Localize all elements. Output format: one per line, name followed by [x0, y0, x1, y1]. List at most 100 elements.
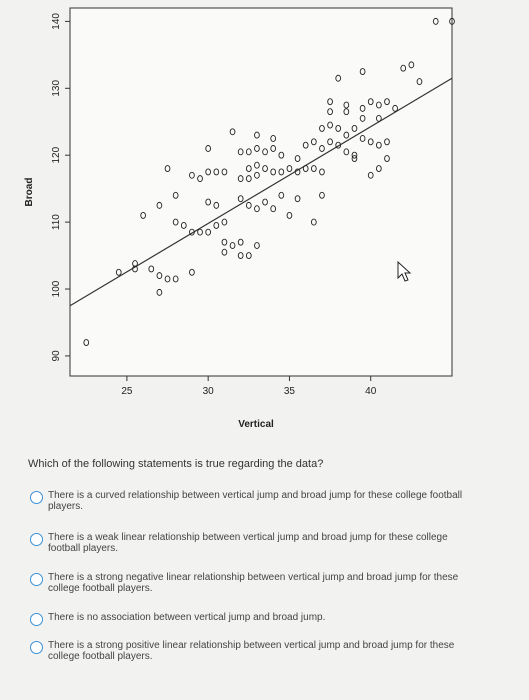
data-point — [384, 138, 390, 146]
data-point — [197, 228, 203, 236]
data-point — [294, 155, 301, 162]
x-tick-label: 25 — [121, 386, 133, 397]
data-point — [254, 161, 260, 169]
radio-button[interactable] — [30, 613, 43, 626]
radio-button[interactable] — [30, 533, 43, 546]
option-label: There is a strong negative linear relati… — [48, 572, 459, 594]
data-point — [319, 191, 325, 199]
data-point — [294, 195, 301, 203]
data-point — [335, 124, 342, 132]
y-axis-title: Broad — [24, 178, 35, 207]
data-point — [278, 151, 285, 159]
mouse-pointer-icon — [397, 260, 412, 282]
data-point — [156, 288, 163, 296]
data-point — [327, 98, 333, 106]
data-point — [319, 168, 325, 176]
data-point — [286, 165, 293, 173]
data-point — [376, 101, 382, 109]
data-point — [172, 191, 179, 199]
option-weak-linear[interactable]: There is a weak linear relationship betw… — [30, 532, 470, 554]
data-point — [237, 175, 244, 183]
data-point — [213, 168, 220, 176]
option-label: There is a curved relationship between v… — [48, 490, 463, 512]
data-point — [310, 138, 317, 146]
data-point — [335, 74, 342, 82]
data-point — [205, 228, 212, 236]
option-label: There is a weak linear relationship betw… — [48, 532, 448, 554]
data-point — [189, 228, 195, 236]
x-tick-label: 40 — [365, 386, 377, 397]
regression-line — [69, 77, 453, 307]
data-point — [384, 155, 390, 162]
data-point — [245, 252, 252, 260]
data-point — [221, 238, 228, 246]
data-point — [205, 198, 212, 206]
x-tick-label: 35 — [284, 386, 296, 397]
radio-button[interactable] — [30, 641, 43, 654]
data-point — [140, 211, 146, 219]
y-tick-label: 110 — [51, 214, 62, 230]
data-point — [343, 131, 350, 139]
data-point — [148, 265, 155, 273]
data-point — [367, 138, 374, 146]
data-point — [221, 248, 228, 256]
data-point — [270, 145, 277, 152]
option-no-association[interactable]: There is no association between vertical… — [30, 612, 470, 626]
data-point — [270, 168, 277, 176]
y-tick-label: 130 — [51, 80, 62, 97]
data-point — [254, 171, 260, 179]
data-point — [270, 135, 277, 142]
data-point — [197, 175, 203, 183]
data-point — [156, 201, 163, 209]
x-axis-title: Vertical — [238, 419, 274, 430]
data-point — [319, 124, 325, 132]
scatter-chart: 25 30 35 40 90 100 110 120 130 140 Vertical Broad — [24, 7, 455, 430]
data-point — [343, 108, 350, 116]
data-point — [335, 141, 342, 149]
data-point — [237, 238, 244, 246]
data-point — [189, 268, 195, 276]
data-point — [351, 124, 358, 132]
option-strong-positive[interactable]: There is a strong positive linear relati… — [30, 640, 470, 662]
data-point — [432, 17, 439, 25]
data-point — [237, 195, 244, 203]
option-label: There is a strong positive linear relati… — [48, 640, 455, 662]
radio-button[interactable] — [30, 573, 43, 586]
data-point — [221, 218, 228, 226]
data-point — [408, 61, 415, 69]
data-point — [270, 205, 277, 213]
data-point — [132, 260, 138, 268]
data-point — [245, 165, 252, 173]
data-point — [392, 104, 398, 112]
data-point — [164, 275, 171, 283]
data-point — [254, 131, 260, 139]
option-strong-negative[interactable]: There is a strong negative linear relati… — [30, 572, 470, 594]
data-point — [376, 141, 382, 149]
data-point — [262, 165, 268, 173]
data-point — [278, 191, 285, 199]
data-point — [376, 114, 382, 122]
data-point — [343, 101, 350, 109]
option-curved[interactable]: There is a curved relationship between v… — [30, 490, 470, 512]
y-tick-label: 140 — [51, 13, 62, 30]
data-point — [359, 114, 366, 122]
data-point — [351, 155, 358, 162]
data-point — [327, 138, 333, 146]
data-point — [286, 211, 293, 219]
data-point — [229, 128, 236, 136]
option-label: There is no association between vertical… — [48, 612, 326, 623]
data-point — [229, 242, 236, 249]
data-point — [164, 165, 171, 173]
data-point — [254, 205, 260, 213]
data-point — [327, 121, 333, 129]
data-point — [245, 201, 252, 209]
x-tick-label: 30 — [203, 386, 215, 397]
data-point — [359, 104, 366, 112]
data-point — [205, 145, 212, 152]
data-point — [262, 198, 268, 206]
data-point — [351, 151, 358, 159]
data-point — [302, 165, 309, 173]
radio-button[interactable] — [30, 491, 43, 504]
data-point — [310, 218, 317, 226]
data-point — [221, 168, 228, 176]
